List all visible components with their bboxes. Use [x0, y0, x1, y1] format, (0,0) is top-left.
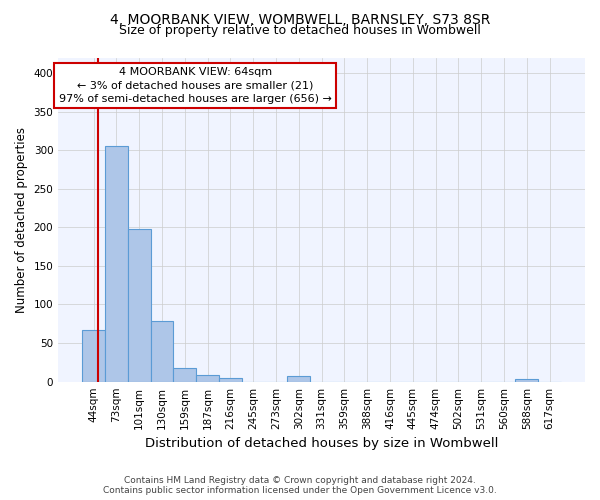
Bar	[105, 146, 128, 382]
Text: 4, MOORBANK VIEW, WOMBWELL, BARNSLEY, S73 8SR: 4, MOORBANK VIEW, WOMBWELL, BARNSLEY, S7…	[110, 12, 490, 26]
Bar	[287, 376, 310, 382]
Bar	[82, 330, 105, 382]
Bar	[173, 368, 196, 382]
X-axis label: Distribution of detached houses by size in Wombwell: Distribution of detached houses by size …	[145, 437, 498, 450]
Bar	[219, 378, 242, 382]
Text: Contains HM Land Registry data © Crown copyright and database right 2024.
Contai: Contains HM Land Registry data © Crown c…	[103, 476, 497, 495]
Bar	[128, 229, 151, 382]
Bar	[196, 374, 219, 382]
Text: Size of property relative to detached houses in Wombwell: Size of property relative to detached ho…	[119, 24, 481, 37]
Y-axis label: Number of detached properties: Number of detached properties	[15, 126, 28, 312]
Bar	[151, 322, 173, 382]
Text: 4 MOORBANK VIEW: 64sqm
← 3% of detached houses are smaller (21)
97% of semi-deta: 4 MOORBANK VIEW: 64sqm ← 3% of detached …	[59, 67, 332, 104]
Bar	[515, 378, 538, 382]
